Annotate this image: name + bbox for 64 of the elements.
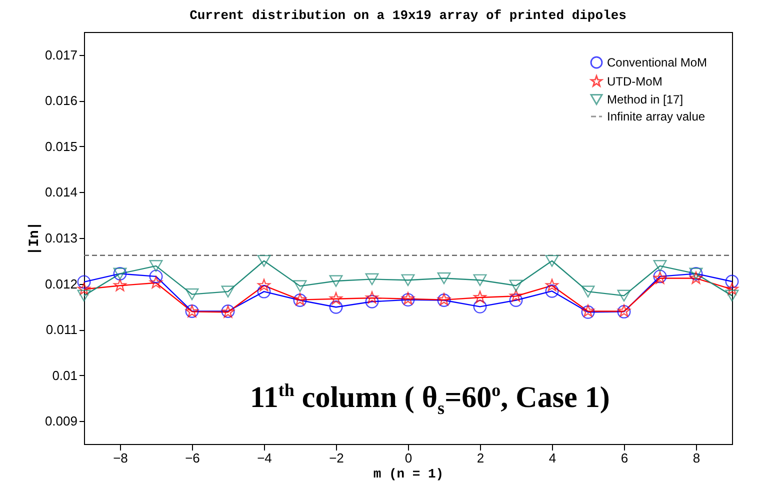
x-tick-label: 6 [620, 450, 628, 466]
y-tick-label: 0.017 [44, 47, 78, 62]
point [329, 275, 343, 287]
point [545, 284, 559, 298]
point [77, 290, 91, 302]
legend-label: UTD-MoM [607, 74, 662, 88]
point [185, 288, 199, 300]
x-tick-label: −6 [185, 450, 200, 466]
point [510, 289, 522, 302]
point [149, 260, 163, 272]
point [474, 290, 486, 304]
legend-label: Infinite array value [607, 110, 706, 124]
point [257, 254, 271, 267]
point [78, 282, 90, 295]
point [509, 294, 523, 307]
y-tick-label: 0.013 [44, 230, 78, 246]
point [221, 286, 235, 298]
point [473, 274, 487, 286]
point [581, 286, 595, 298]
point [617, 290, 631, 302]
point [545, 254, 559, 267]
y-tick-label: 0.015 [44, 138, 78, 154]
point [401, 274, 415, 286]
point [725, 274, 739, 288]
y-tick-label: 0.016 [44, 93, 78, 108]
x-tick-label: 8 [692, 450, 700, 466]
point [293, 280, 307, 292]
x-tick-label: 4 [548, 450, 556, 466]
legend-label: Method in [17] [607, 92, 684, 106]
point [653, 260, 667, 272]
point [437, 272, 451, 284]
point [401, 293, 415, 307]
y-tick-label: 0.012 [44, 276, 78, 292]
y-tick-label: 0.011 [46, 322, 78, 338]
point [114, 278, 126, 292]
y-tick-label: 0.014 [44, 184, 78, 200]
point [365, 294, 379, 308]
x-axis-title: m (n = 1) [373, 466, 444, 481]
point [150, 276, 162, 288]
point [365, 273, 379, 286]
point [330, 292, 342, 304]
point [473, 300, 487, 314]
y-axis-title: |In| [26, 222, 43, 256]
x-tick-label: −4 [257, 450, 272, 466]
point [329, 300, 343, 314]
point [257, 284, 271, 298]
point [509, 280, 523, 292]
point [725, 290, 739, 302]
y-tick-label: 0.01 [52, 368, 78, 383]
point [149, 270, 163, 284]
y-tick-label: 0.009 [44, 414, 78, 429]
point [726, 282, 738, 295]
x-tick-label: −2 [329, 450, 344, 466]
x-tick-label: 0 [404, 450, 412, 466]
point [546, 278, 558, 292]
chart-title: Current distribution on a 19x19 array of printed dipoles [190, 8, 627, 23]
point [77, 275, 91, 289]
x-tick-label: 2 [476, 450, 484, 466]
point [366, 291, 378, 304]
point [690, 272, 702, 284]
point [258, 278, 270, 292]
legend-label: Conventional MoM [607, 56, 708, 70]
x-tick-label: −8 [113, 450, 128, 466]
annotation: 11$^{th}$ column ( θ$_{s}$=60$^{o}$, Case 1) [250, 380, 610, 419]
